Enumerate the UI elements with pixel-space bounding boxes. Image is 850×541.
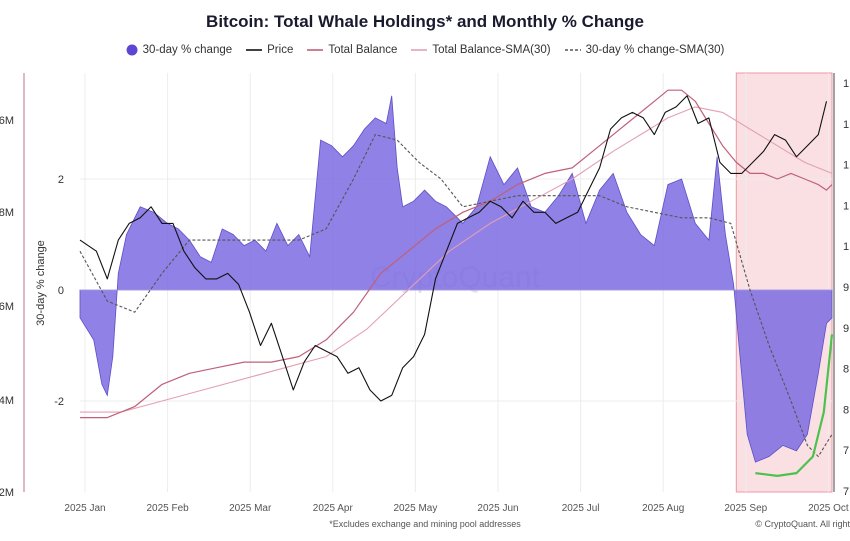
legend-item-balance[interactable]: Total Balance [307,44,397,56]
right-tick-label: 1 [843,119,849,131]
right-tick-label: 9 [843,323,849,335]
left-outer-tick-label: 6M [0,115,14,127]
right-tick-label: 1 [843,241,849,253]
x-tick-label: 2025 Sep [724,503,767,514]
left-outer-tick-label: 8M [0,207,14,219]
right-tick-label: 9 [843,282,849,294]
legend-swatch-price [246,49,263,51]
legend-item-price[interactable]: Price [246,44,293,56]
copyright: © CryptoQuant. All right [755,519,850,529]
x-tick-label: 2025 Mar [229,503,272,514]
series-line-total-balance-sma [80,106,833,413]
x-tick-label: 2025 Feb [146,503,189,514]
left-outer-tick-label: 2M [0,487,14,499]
legend-label-balance: Total Balance [328,44,398,56]
legend-swatch-balance [307,49,324,51]
y-axis-title: 30-day % change [35,240,47,326]
x-tick-label: 2025 Oct [808,503,849,514]
legend-label-pct: 30-day % change [142,44,233,56]
series-line-price [79,95,828,402]
x-tick-label: 2025 Jun [477,503,518,514]
right-tick-label: 1 [843,200,849,212]
right-tick-label: 1 [843,78,849,90]
legend-item-pct[interactable]: 30-day % change [126,44,233,56]
right-tick-label: 8 [843,364,849,376]
legend-item-pct-sma[interactable]: 30-day % change-SMA(30) [564,44,725,56]
right-tick-label: 7 [843,445,849,457]
legend: 30-day % change Price Total Balance Tota… [0,44,850,56]
x-tick-label: 2025 May [393,503,437,514]
left-outer-tick-label: 4M [0,395,14,407]
y-tick-label: 2 [58,174,64,186]
left-outer-tick-label: 6M [0,301,14,313]
chart-title: Bitcoin: Total Whale Holdings* and Month… [206,12,644,31]
x-tick-label: 2025 Jul [562,503,600,514]
legend-label-price: Price [267,44,294,56]
legend-swatch-balance-sma [411,49,428,51]
legend-label-balance-sma: Total Balance-SMA(30) [432,44,551,56]
y-tick-label: 0 [58,285,64,297]
legend-item-balance-sma[interactable]: Total Balance-SMA(30) [411,44,551,56]
y-tick-label: -2 [54,396,64,408]
x-tick-label: 2025 Jan [64,503,105,514]
right-tick-label: 8 [843,404,849,416]
footnote: *Excludes exchange and mining pool addre… [329,519,521,529]
legend-swatch-pct [126,44,138,56]
right-tick-label: 7 [843,486,849,498]
series-line-pct-change-sma [79,134,833,458]
x-tick-label: 2025 Aug [642,503,684,514]
series-line-total-balance [80,89,833,419]
legend-swatch-pct-sma [564,49,581,51]
x-tick-label: 2025 Apr [313,503,354,514]
series-line-trend [755,334,834,477]
series-area-pct-change [79,95,833,463]
right-tick-label: 1 [843,160,849,172]
legend-label-pct-sma: 30-day % change-SMA(30) [585,44,725,56]
